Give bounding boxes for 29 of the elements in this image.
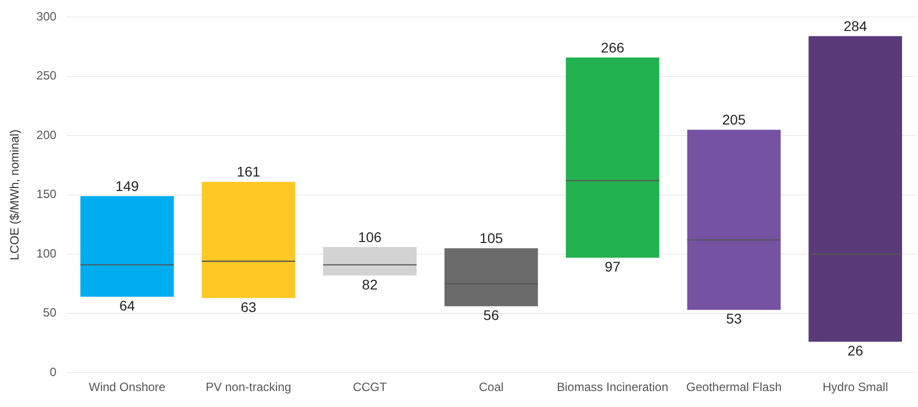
x-tick-label: PV non-tracking	[206, 380, 292, 394]
annotation: 205	[722, 112, 746, 128]
annotation: 161	[236, 164, 260, 180]
annotation: 64	[119, 298, 136, 314]
annotation: 284	[844, 18, 868, 34]
annotation: 82	[362, 276, 378, 292]
annotation: 149	[115, 178, 139, 194]
y-tick-label: 250	[36, 68, 57, 83]
annotation: 56	[483, 307, 500, 324]
x-tick-label: Hydro Small	[822, 380, 888, 394]
x-tick-label: Geothermal Flash	[686, 380, 782, 394]
x-tick-label: CCGT	[352, 380, 388, 394]
annotation: 105	[480, 230, 504, 246]
annotation: 26	[848, 342, 864, 359]
annotation: 63	[240, 298, 256, 315]
y-tick-label: 50	[43, 306, 57, 320]
annotation: 97	[604, 258, 621, 275]
y-tick-label: 0	[50, 364, 57, 379]
annotation: 106	[358, 228, 382, 245]
y-tick-label: 300	[36, 10, 57, 24]
x-tick-label: Coal	[478, 380, 504, 394]
y-tick-label: 100	[36, 246, 57, 260]
y-tick-label: 200	[36, 128, 57, 142]
x-tick-label: Wind Onshore	[88, 380, 166, 394]
y-tick-label: 150	[36, 187, 57, 202]
x-tick-label: Biomass Incineration	[556, 380, 668, 394]
annotation: 53	[726, 310, 742, 327]
y-axis-title: LCOE ($/MWh, nominal)	[8, 130, 22, 260]
annotation: 266	[600, 39, 624, 56]
